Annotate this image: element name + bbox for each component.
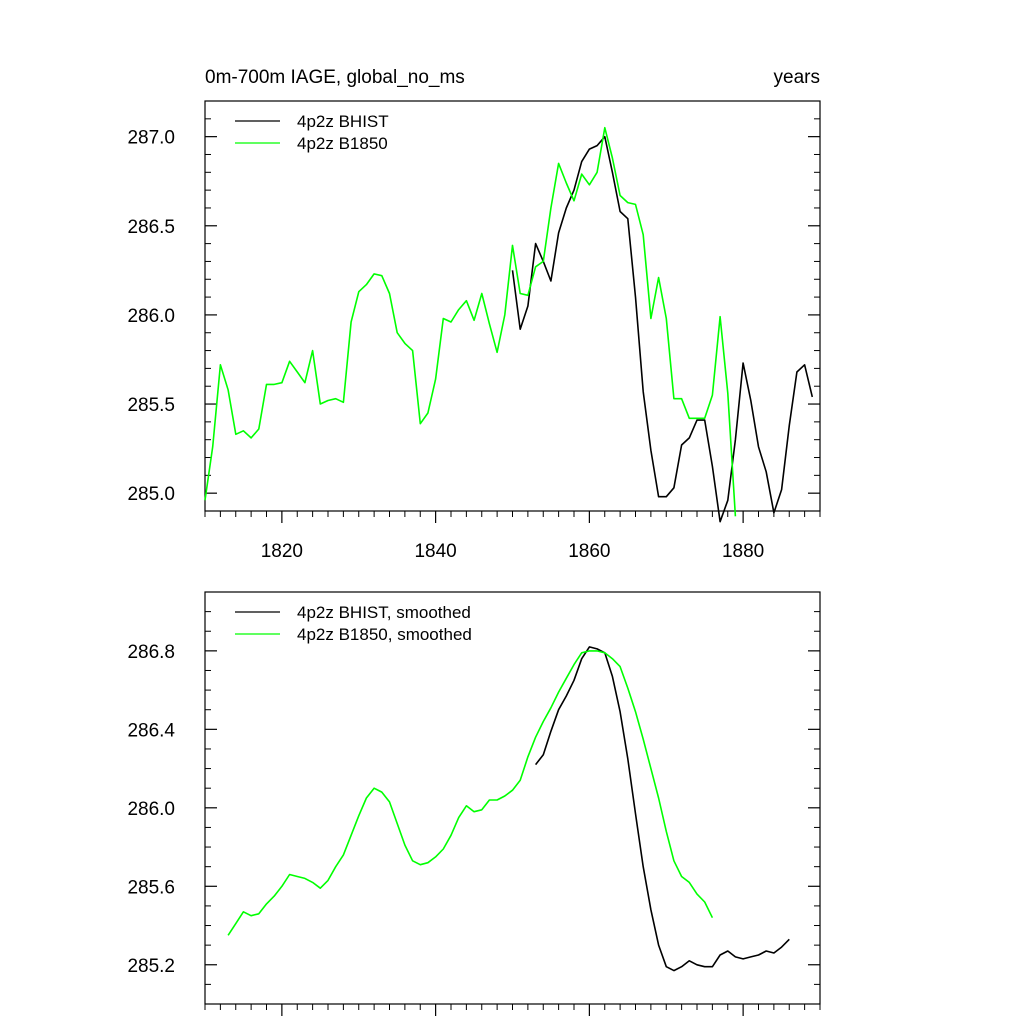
bottom-y-tick-label: 285.2 [127,956,175,977]
top-x-tick-label: 1860 [568,541,610,562]
bottom-y-tick-label: 286.4 [127,720,175,741]
bottom-y-tick-label: 286.8 [127,642,175,663]
panel-top-plot-frame [204,100,821,512]
panel-top-title-left: 0m-700m IAGE, global_no_ms [205,67,465,88]
panel-bottom: 285.2 285.6 286.0 286.4 286.8 4p2z BHIST, sm… [127,591,821,1016]
bottom-series-bhist-line [534,646,790,972]
panel-top-legend: 4p2z BHIST 4p2z B1850 [235,112,389,153]
top-x-tick-label: 1820 [261,541,303,562]
top-y-tick-label: 286.5 [127,217,175,238]
legend-label-b1850-smoothed: 4p2z B1850, smoothed [297,625,472,644]
top-series-b1850-line [204,126,737,517]
bottom-y-tick-label: 286.0 [127,799,175,820]
bottom-series-b1850-line [227,650,714,936]
top-series-bhist-line [511,135,814,523]
legend-label-bhist: 4p2z BHIST [297,112,389,131]
panel-top: 0m-700m IAGE, global_no_ms years 1820 184… [127,67,821,562]
legend-label-b1850: 4p2z B1850 [297,134,388,153]
bottom-y-tick-label: 285.6 [127,877,175,898]
panel-bottom-legend: 4p2z BHIST, smoothed 4p2z B1850, smoothe… [235,603,472,644]
panel-top-ticks: 1820 1840 1860 1880 285.0 285.5 286.0 286.5 287.… [127,100,821,562]
top-y-tick-label: 286.0 [127,306,175,327]
top-y-tick-label: 287.0 [127,128,175,149]
top-x-tick-label: 1880 [722,541,764,562]
panel-bottom-ticks: 285.2 285.6 286.0 286.4 286.8 [127,591,821,1016]
panel-bottom-plot-frame [204,591,821,1005]
legend-label-bhist-smoothed: 4p2z BHIST, smoothed [297,603,471,622]
panel-top-lines [204,126,814,523]
top-y-tick-label: 285.5 [127,395,175,416]
panel-bottom-lines [227,646,790,972]
top-y-tick-label: 285.0 [127,484,175,505]
top-x-tick-label: 1840 [414,541,456,562]
panel-top-title-right: years [774,67,820,88]
